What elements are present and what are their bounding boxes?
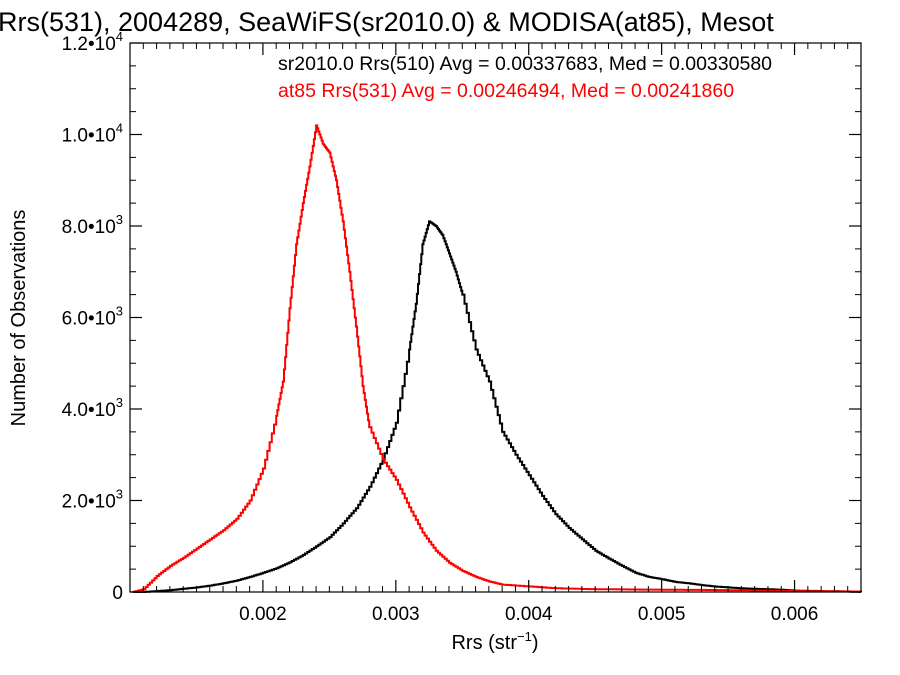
chart-title: Rrs(531), 2004289, SeaWiFS(sr2010.0) & M… xyxy=(0,7,774,37)
y-tick-label: 8.0•103 xyxy=(62,212,123,238)
series-layer xyxy=(132,124,862,593)
x-tick-label: 0.002 xyxy=(239,604,287,625)
series-line-0 xyxy=(132,220,862,593)
x-tick-label: 0.004 xyxy=(505,604,553,625)
series-line-1 xyxy=(132,124,861,593)
x-axis-label-main: Rrs (str xyxy=(451,632,517,654)
annotation-red-series-stats: at85 Rrs(531) Avg = 0.00246494, Med = 0.… xyxy=(278,80,734,102)
x-axis-label-close: ) xyxy=(532,632,539,654)
annotation-black-series-stats: sr2010.0 Rrs(510) Avg = 0.00337683, Med … xyxy=(278,53,772,75)
x-axis-label: Rrs (str−1) xyxy=(451,629,538,654)
y-tick-label: 1.2•104 xyxy=(62,29,123,55)
x-tick-label: 0.005 xyxy=(638,604,686,625)
ticks-layer: 0.002 0.003 0.004 0.005 0.006 0 2.0•103 4.0•103… xyxy=(62,29,862,625)
y-tick-label: 0 xyxy=(112,583,123,604)
y-tick-label: 1.0•104 xyxy=(62,121,123,147)
x-axis-label-superscript: −1 xyxy=(517,629,532,644)
y-tick-label: 4.0•103 xyxy=(62,395,123,421)
y-tick-label: 2.0•103 xyxy=(62,487,123,513)
plot-frame xyxy=(129,42,862,593)
y-axis-label: Number of Observations xyxy=(8,210,30,427)
y-tick-label: 6.0•103 xyxy=(62,304,123,330)
x-tick-label: 0.006 xyxy=(771,604,819,625)
x-tick-label: 0.003 xyxy=(372,604,420,625)
